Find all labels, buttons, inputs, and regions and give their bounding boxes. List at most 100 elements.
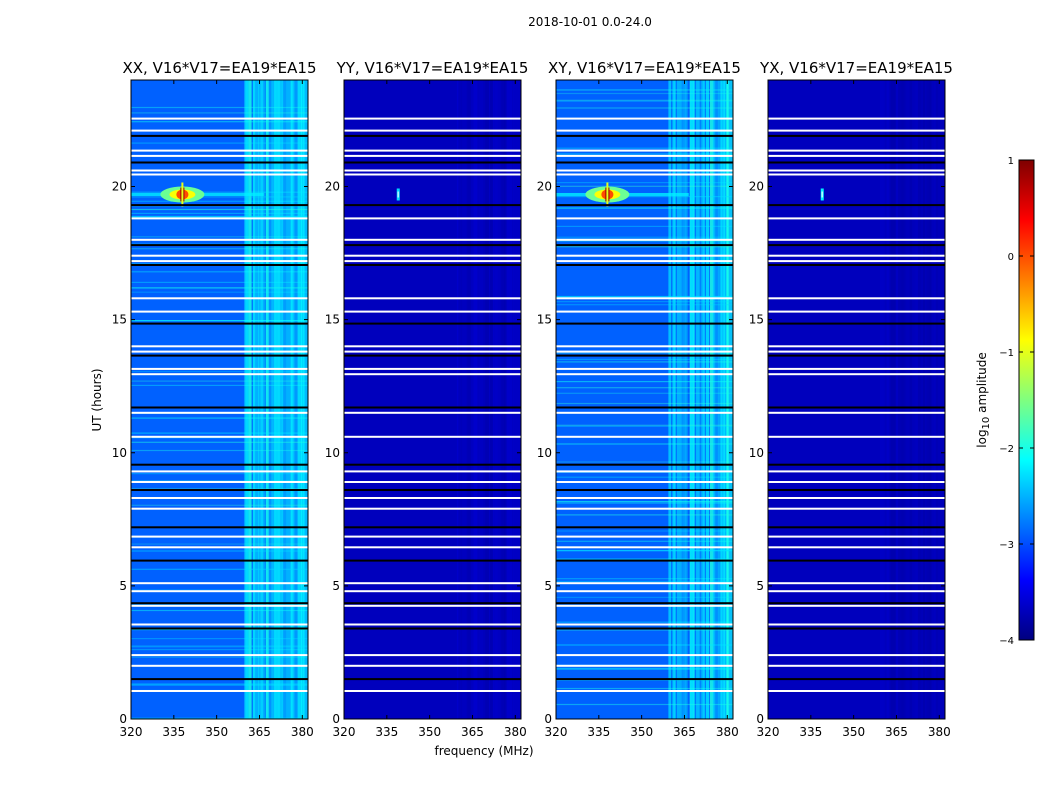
colorbar-tick-label: 0 [1008,252,1014,263]
rfi-streak [300,80,305,719]
flagged-row [768,590,945,593]
y-tick-label: 10 [537,446,552,460]
flagged-row [344,161,521,164]
rfi-streak [680,80,684,719]
flagged-row [344,350,521,353]
rfi-streak [303,80,308,719]
noise-row [131,487,308,490]
noise-row [131,638,308,640]
flagged-row [131,161,308,164]
flagged-row [131,173,308,176]
flagged-row [131,129,308,132]
y-tick-label: 20 [537,180,552,194]
x-tick-label: 350 [842,725,865,739]
flagged-row [556,411,733,414]
y-axis-label: UT (hours) [90,368,104,431]
flagged-row [131,310,308,313]
flagged-row [131,507,308,510]
noise-row [556,558,733,560]
noise-row [131,212,308,214]
rfi-streak [720,80,725,719]
flagged-row [768,149,945,152]
colorbar-label: log10 amplitude [975,352,992,447]
noise-row [131,121,308,123]
rfi-streak [938,80,945,719]
flagged-row [556,602,733,605]
flagged-row [131,627,308,630]
flagged-row [344,489,521,491]
y-tick-label: 20 [325,180,340,194]
noise-row [556,578,733,580]
y-tick-label: 15 [749,313,764,327]
colorbar-tick-label: 1 [1008,156,1014,167]
flagged-row [768,526,945,529]
noise-row [131,646,308,648]
x-axis-label: frequency (MHz) [434,744,533,758]
flagged-row [131,463,308,466]
flagged-row [768,602,945,605]
x-tick-label: 350 [205,725,228,739]
rfi-streak [297,80,302,719]
rfi-streak [268,80,273,719]
noise-row [131,287,308,289]
rfi-streak [915,80,918,719]
flagged-row [344,254,521,257]
flagged-row [131,654,308,657]
noise-row [131,106,308,109]
flagged-row [556,604,733,607]
noise-row [556,540,733,542]
flagged-row [344,604,521,607]
flagged-row [131,354,308,357]
rfi-streak [274,80,280,719]
rfi-streak [886,80,892,719]
flagged-row [768,627,945,630]
panel-2: 320 335 350 365 380 0 5 10 15 20 XY, V16*V17=EA19*… [537,59,741,739]
rfi-streak [935,80,939,719]
source-vert [181,182,184,207]
figure-suptitle: 2018-10-01 0.0-24.0 [528,15,652,29]
flagged-row [768,254,945,257]
rfi-streak [690,80,694,719]
rfi-streak [923,80,926,719]
flagged-row [131,535,308,538]
x-tick-label: 335 [799,725,822,739]
noise-row [556,304,733,306]
noise-row [131,449,308,452]
panel-3: 320 335 350 365 380 0 5 10 15 20 YX, V16*V17=EA19*… [749,59,953,739]
flagged-row [768,310,945,313]
noise-row [556,621,733,623]
noise-row [556,207,733,209]
panel-title: XY, V16*V17=EA19*EA15 [548,59,741,77]
noise-row [131,717,308,719]
flagged-row [344,310,521,313]
flagged-row [344,169,521,172]
x-tick-label: 350 [418,725,441,739]
flagged-row [768,559,945,562]
flagged-row [556,244,733,247]
flagged-row [344,463,521,466]
flagged-row [556,654,733,657]
rfi-streak [286,80,291,719]
flagged-row [768,161,945,164]
flagged-row [556,664,733,667]
noise-row [556,196,733,198]
flagged-row [768,354,945,357]
x-tick-label: 335 [587,725,610,739]
noise-row [556,236,733,238]
flagged-row [768,435,945,438]
noise-row [131,380,308,382]
noise-row [556,358,733,360]
flagged-row [556,470,733,473]
flagged-row [131,690,308,692]
flagged-row [344,411,521,414]
noise-row [131,629,308,631]
flagged-row [344,260,521,263]
rfi-streak [898,80,904,719]
noise-row [131,589,308,591]
flagged-row [556,117,733,120]
y-tick-label: 20 [112,180,127,194]
flagged-row [556,582,733,585]
flagged-row [768,134,945,137]
flagged-row [131,559,308,562]
flagged-row [768,690,945,692]
